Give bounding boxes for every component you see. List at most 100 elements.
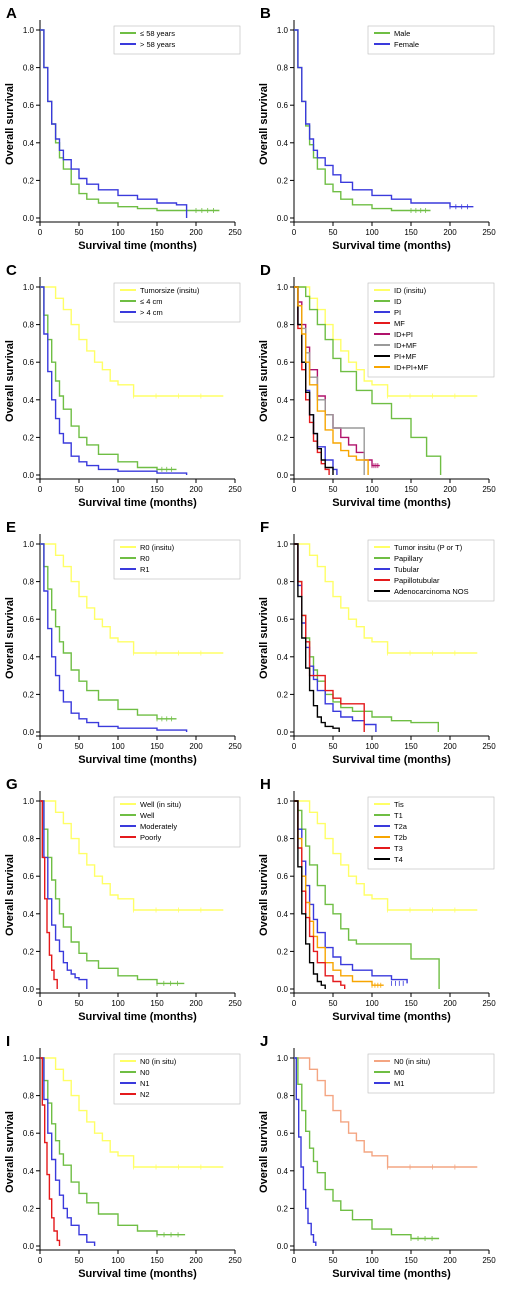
x-tick-label: 50 (329, 999, 338, 1008)
y-tick-label: 0.2 (277, 1204, 289, 1213)
legend-label: ID+PI (394, 330, 413, 339)
x-tick-label: 250 (228, 999, 242, 1008)
x-tick-label: 50 (75, 742, 84, 751)
series-line-papillotubular (294, 543, 365, 732)
series-line-poorly (40, 800, 58, 989)
x-axis-label: Survival time (months) (332, 754, 451, 766)
x-tick-label: 50 (75, 485, 84, 494)
x-tick-label: 50 (75, 1256, 84, 1265)
legend-label: Male (394, 29, 410, 38)
x-tick-label: 200 (443, 742, 457, 751)
series-line-adenocarcinoma-nos (294, 543, 340, 732)
y-axis-label: Overall survival (258, 854, 270, 936)
y-tick-label: 0.2 (277, 176, 289, 185)
legend-box (113, 796, 241, 848)
legend-label: R0 (140, 554, 150, 563)
x-tick-label: 50 (329, 485, 338, 494)
legend-label: Tumor insitu (P or T) (394, 543, 463, 552)
x-axis-label: Survival time (months) (78, 1011, 197, 1023)
legend-label: Tumorsize (insitu) (140, 286, 200, 295)
series-line-t2a (294, 800, 408, 984)
x-tick-label: 150 (150, 228, 164, 237)
x-axis-label: Survival time (months) (332, 1011, 451, 1023)
y-tick-label: 1.0 (277, 540, 289, 549)
series-line-tumorsize-insitu (40, 286, 224, 397)
series-line-well (40, 800, 185, 985)
legend-label: PI+MF (394, 352, 417, 361)
x-tick-label: 200 (443, 485, 457, 494)
y-tick-label: 0.4 (23, 910, 35, 919)
legend-label: Well (140, 811, 155, 820)
legend-label: N0 (in situ) (140, 1057, 177, 1066)
x-tick-label: 0 (292, 1256, 297, 1265)
y-tick-label: 0.6 (277, 101, 289, 110)
panel-letter: G (6, 776, 18, 793)
series-line-t3 (294, 800, 346, 989)
panel-letter: E (6, 519, 16, 536)
x-axis-label: Survival time (months) (78, 1268, 197, 1280)
series-line-58-years (40, 29, 220, 212)
legend-label: Poorly (140, 833, 162, 842)
legend-label: T3 (394, 844, 403, 853)
y-tick-label: 0.6 (277, 358, 289, 367)
y-tick-label: 0.2 (277, 947, 289, 956)
y-tick-label: 0.6 (23, 872, 35, 881)
y-tick-label: 0.2 (277, 433, 289, 442)
y-tick-label: 1.0 (277, 283, 289, 292)
y-tick-label: 1.0 (23, 26, 35, 35)
y-tick-label: 0.2 (23, 1204, 35, 1213)
legend-label: T2a (394, 822, 408, 831)
y-axis-label: Overall survival (4, 597, 16, 679)
series-line-id-insitu (294, 286, 478, 397)
x-tick-label: 0 (38, 485, 43, 494)
x-tick-label: 150 (404, 1256, 418, 1265)
y-tick-label: 0.6 (23, 1129, 35, 1138)
panel-h: H 0.0 0.2 0.4 0.6 0.8 1.0 0 50 100 150 200 250 Surviv… (258, 776, 496, 1023)
x-tick-label: 100 (365, 999, 379, 1008)
legend-label: MF (394, 319, 405, 328)
y-axis-label: Overall survival (4, 83, 16, 165)
y-tick-label: 0.0 (23, 985, 35, 994)
series-line-pi-mf (294, 286, 334, 475)
x-tick-label: 150 (404, 999, 418, 1008)
x-tick-label: 150 (404, 485, 418, 494)
x-tick-label: 250 (228, 1256, 242, 1265)
legend-label: ID (394, 297, 402, 306)
legend-label: ID+MF (394, 341, 417, 350)
y-tick-label: 0.6 (277, 615, 289, 624)
x-axis-label: Survival time (months) (332, 240, 451, 252)
legend-box (113, 1053, 241, 1105)
series-line-well-in-situ (40, 800, 224, 911)
x-tick-label: 100 (365, 742, 379, 751)
y-tick-label: 0.2 (23, 433, 35, 442)
y-tick-label: 0.2 (23, 690, 35, 699)
x-tick-label: 100 (111, 742, 125, 751)
series-line-m1 (294, 1057, 317, 1246)
legend-label: Papillotubular (394, 576, 440, 585)
panel-d: D 0.0 0.2 0.4 0.6 0.8 1.0 0 50 100 150 200 250 Surviv… (258, 262, 496, 509)
legend-box (367, 282, 495, 378)
y-tick-label: 0.4 (23, 139, 35, 148)
y-axis-label: Overall survival (258, 83, 270, 165)
series-line-n0 (40, 1057, 186, 1236)
series-line-58-years (40, 29, 188, 218)
series-line-t4 (294, 800, 326, 989)
series-line-tumor-insitu-p-or-t (294, 543, 478, 654)
legend-label: N1 (140, 1079, 150, 1088)
x-tick-label: 200 (189, 1256, 203, 1265)
legend-label: T4 (394, 855, 403, 864)
y-axis-label: Overall survival (4, 1111, 16, 1193)
legend-label: > 4 cm (140, 308, 163, 317)
y-tick-label: 0.8 (277, 835, 289, 844)
y-tick-label: 1.0 (23, 540, 35, 549)
legend-box (367, 796, 495, 870)
y-tick-label: 0.6 (277, 872, 289, 881)
x-tick-label: 100 (111, 1256, 125, 1265)
series-line-m0 (294, 1057, 440, 1240)
x-tick-label: 200 (189, 999, 203, 1008)
x-tick-label: 0 (38, 1256, 43, 1265)
y-tick-label: 0.0 (277, 728, 289, 737)
x-tick-label: 150 (150, 1256, 164, 1265)
series-line-r0 (40, 543, 177, 720)
